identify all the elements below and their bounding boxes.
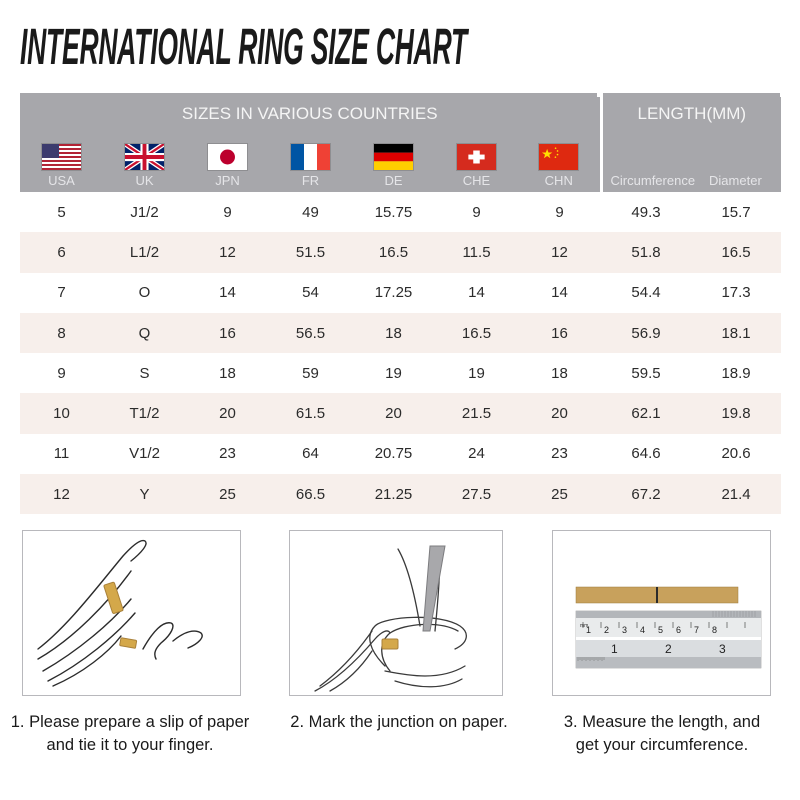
svg-text:3: 3 [719,642,726,656]
svg-text:3: 3 [622,625,627,635]
svg-text:2: 2 [604,625,609,635]
svg-text:7: 7 [694,625,699,635]
svg-text:8: 8 [712,625,717,635]
svg-text:1: 1 [611,642,618,656]
svg-text:mm: mm [580,623,588,629]
svg-text:2: 2 [665,642,672,656]
svg-text:5: 5 [658,625,663,635]
svg-text:4: 4 [640,625,645,635]
svg-text:6: 6 [676,625,681,635]
